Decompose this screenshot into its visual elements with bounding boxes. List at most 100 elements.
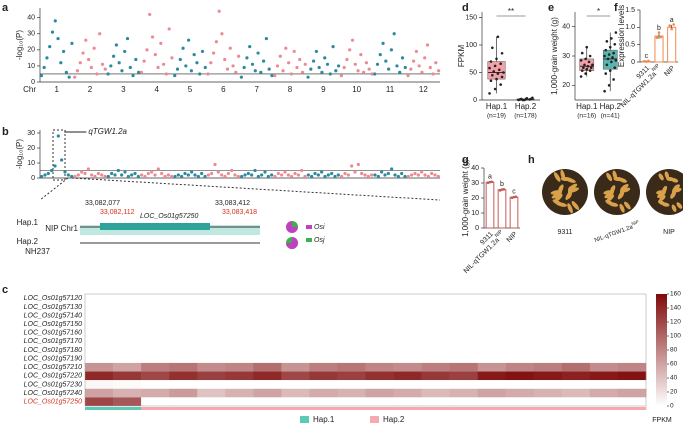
- point: [346, 173, 350, 177]
- x-tick-label: 3: [121, 85, 126, 94]
- point: [83, 171, 87, 176]
- group-cell: [225, 407, 254, 410]
- colorbar-tick-label: 80: [670, 347, 678, 354]
- heat-cell: [617, 337, 647, 346]
- heat-cell: [393, 354, 422, 363]
- point: [384, 59, 388, 63]
- grain: [553, 172, 561, 182]
- point: [223, 174, 227, 179]
- heat-cell: [561, 311, 591, 320]
- point: [120, 69, 124, 73]
- grain: [560, 169, 566, 181]
- y-tick-label: 20: [27, 145, 35, 152]
- heat-cell: [337, 311, 366, 320]
- heat-cell: [281, 388, 310, 398]
- point: [145, 48, 149, 52]
- point: [242, 65, 246, 70]
- heat-cell: [253, 397, 282, 406]
- point: [603, 54, 606, 58]
- heat-cell: [365, 362, 394, 372]
- point: [70, 41, 74, 45]
- y-tick-label: 10: [471, 210, 479, 217]
- heat-cell: [533, 302, 563, 312]
- heat-cell: [197, 380, 226, 389]
- heat-cell: [85, 371, 114, 381]
- point: [583, 63, 586, 67]
- point: [339, 73, 343, 78]
- x-tick-label: NIP: [506, 231, 519, 244]
- point: [500, 51, 504, 55]
- point: [359, 53, 363, 57]
- heat-cell: [505, 319, 535, 329]
- n-label: (n=19): [487, 113, 506, 120]
- point: [206, 173, 210, 177]
- label: LOC_Os01g57250: [140, 213, 198, 220]
- grain: [670, 191, 676, 199]
- point: [143, 174, 147, 179]
- point: [170, 174, 174, 179]
- group-cell: [197, 407, 226, 410]
- point: [370, 72, 374, 76]
- point: [611, 56, 614, 59]
- heat-cell: [253, 319, 282, 329]
- heat-cell: [85, 388, 114, 398]
- point: [181, 46, 185, 50]
- heat-cell: [393, 311, 422, 320]
- legend-swatch: [300, 416, 309, 423]
- colorbar-tick-label: 160: [670, 291, 681, 298]
- heat-cell: [197, 294, 226, 303]
- heat-cell: [281, 345, 310, 355]
- point: [362, 70, 366, 74]
- point: [306, 75, 310, 79]
- point: [216, 170, 220, 174]
- heat-cell: [141, 311, 170, 320]
- heat-cell: [589, 371, 619, 381]
- point: [142, 59, 146, 63]
- point: [189, 69, 193, 73]
- point: [134, 57, 138, 62]
- y-tick-label: 0: [631, 59, 635, 66]
- heat-cell: [85, 354, 114, 363]
- photo-label: NIL-qTGW1.2a: [594, 224, 635, 244]
- heat-cell: [253, 294, 282, 303]
- heat-cell: [421, 319, 450, 329]
- heat-cell: [225, 319, 254, 329]
- point: [140, 173, 144, 177]
- point: [166, 173, 170, 177]
- row-label: LOC_Os01g57220: [24, 373, 82, 380]
- heat-cell: [505, 388, 535, 398]
- heat-cell: [393, 319, 422, 329]
- point: [270, 173, 274, 177]
- point: [613, 66, 617, 70]
- point: [395, 64, 399, 68]
- point: [96, 171, 100, 176]
- point: [186, 173, 190, 177]
- heat-cell: [309, 337, 338, 346]
- point: [56, 36, 60, 41]
- grain: [676, 202, 683, 209]
- label: Osj: [314, 237, 325, 244]
- point: [398, 70, 402, 74]
- row-label: LOC_Os01g57140: [24, 312, 82, 319]
- point: [414, 49, 418, 54]
- point: [378, 53, 382, 57]
- heat-cell: [169, 362, 198, 372]
- grain: [656, 190, 664, 195]
- y-tick-label: 10: [27, 160, 35, 167]
- heat-cell: [253, 354, 282, 363]
- heat-cell: [533, 388, 563, 398]
- heat-cell: [169, 337, 198, 346]
- point: [492, 70, 496, 73]
- heat-cell: [505, 311, 535, 320]
- point: [56, 134, 60, 138]
- point: [240, 174, 244, 179]
- point: [436, 174, 440, 179]
- heat-cell: [309, 311, 338, 320]
- point: [345, 57, 349, 62]
- point: [610, 37, 613, 40]
- label: Hap.1: [17, 218, 39, 227]
- grain: [567, 203, 573, 214]
- point: [159, 41, 163, 45]
- point: [392, 32, 396, 36]
- heat-cell: [477, 362, 507, 372]
